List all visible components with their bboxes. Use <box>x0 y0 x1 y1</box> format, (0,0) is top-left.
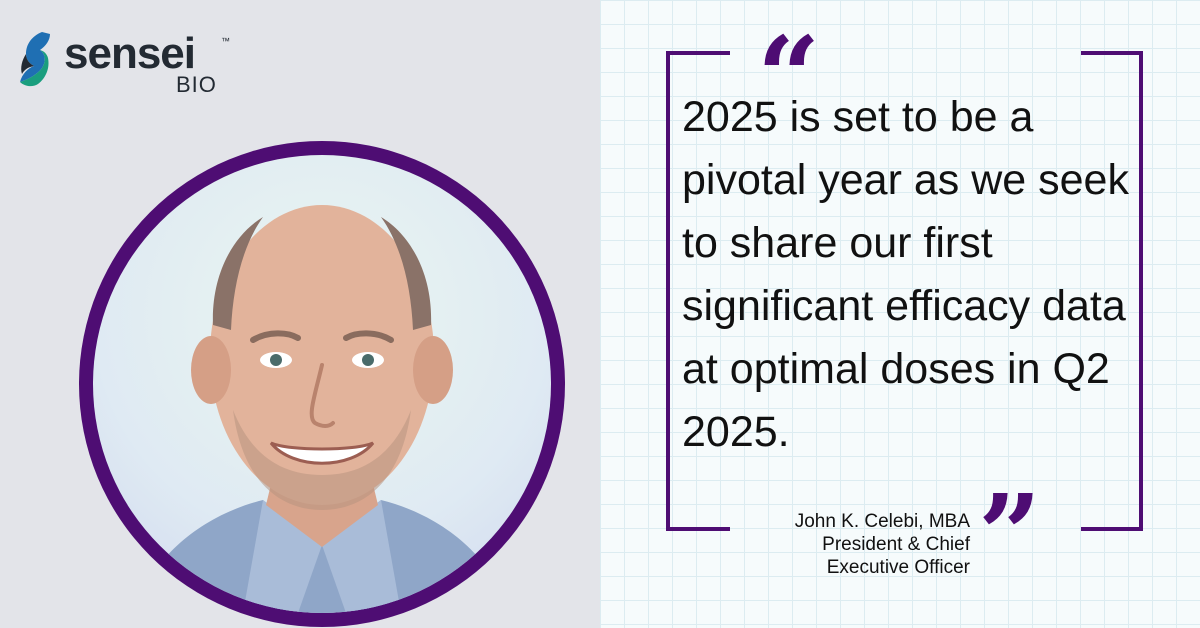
portrait-photo <box>93 155 551 613</box>
portrait-frame <box>79 141 565 627</box>
sensei-logo-icon <box>20 32 50 87</box>
quote-bracket-left <box>666 51 730 531</box>
open-quote-icon: “ <box>757 12 821 141</box>
brand-suffix: BIO <box>176 72 217 97</box>
right-panel <box>600 0 1200 628</box>
left-panel: sensei ™ BIO <box>0 0 600 628</box>
attribution-name: John K. Celebi, MBA <box>794 511 970 532</box>
attribution-title-line1: President & Chief <box>822 534 970 555</box>
brand-trademark: ™ <box>221 36 230 46</box>
close-quote-icon: ” <box>978 470 1042 599</box>
quote-text: 2025 is set to be a pivotal year as we s… <box>682 93 1129 456</box>
attribution-title-line2: Executive Officer <box>826 557 970 578</box>
attribution: John K. Celebi, MBA President & Chief Ex… <box>740 510 970 579</box>
brand-name: sensei <box>64 29 196 78</box>
brand-logo: sensei ™ BIO <box>14 30 234 100</box>
portrait-illustration <box>133 205 511 613</box>
quote-bracket-right <box>1081 51 1143 531</box>
